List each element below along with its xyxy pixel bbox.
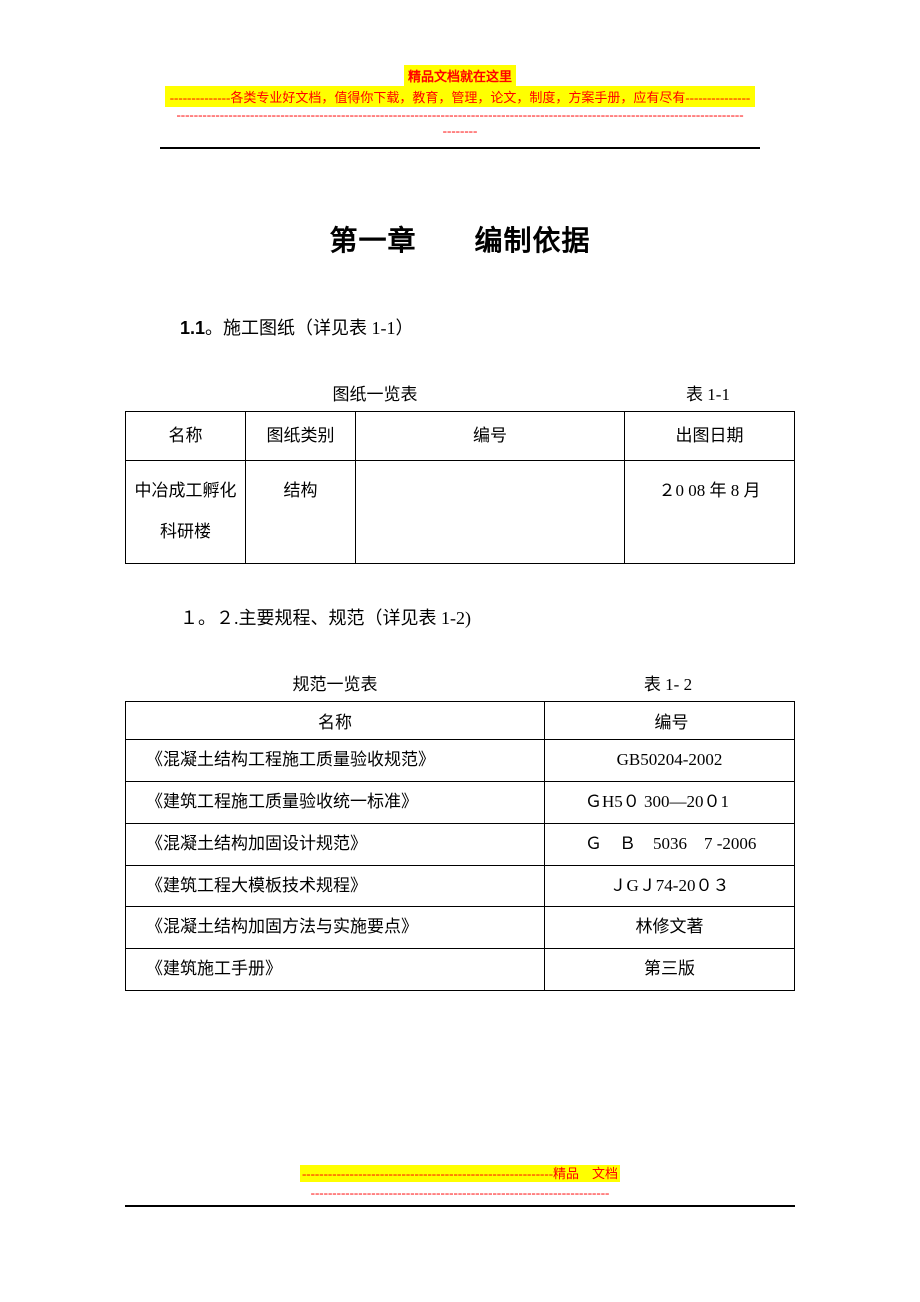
table-row: 《混凝土结构加固方法与实施要点》 林修文著	[126, 907, 795, 949]
footer-highlight: ----------------------------------------…	[300, 1165, 620, 1182]
section-1-number: 1.1	[180, 318, 205, 338]
th-date: 出图日期	[625, 412, 795, 461]
cell-name: 《建筑施工手册》	[126, 949, 545, 991]
page-footer: ----------------------------------------…	[125, 1163, 795, 1207]
table-row: 《建筑施工手册》 第三版	[126, 949, 795, 991]
th-name: 名称	[126, 701, 545, 739]
section-1-text: 。施工图纸（详见表 1-1）	[205, 318, 414, 338]
banner-subtitle: --------------各类专业好文档，值得你下载，教育，管理，论文，制度，…	[165, 86, 755, 107]
cell-name: 《建筑工程大模板技术规程》	[126, 865, 545, 907]
header-rule	[160, 147, 760, 149]
footer-label: 精品 文档	[553, 1166, 618, 1181]
table-header-row: 名称 图纸类别 编号 出图日期	[126, 412, 795, 461]
cell-type: 结构	[246, 461, 356, 564]
drawings-table: 名称 图纸类别 编号 出图日期 中冶成工孵化科研楼 结构 ２0 08 年 8 月	[125, 411, 795, 564]
cell-code: ＧH5０ 300—20０1	[545, 781, 795, 823]
cell-date: ２0 08 年 8 月	[625, 461, 795, 564]
table-2-caption: 规范一览表	[127, 670, 543, 695]
table-2-label: 表 1- 2	[543, 670, 793, 695]
table-header-row: 名称 编号	[126, 701, 795, 739]
th-type: 图纸类别	[246, 412, 356, 461]
footer-rule	[125, 1205, 795, 1207]
footer-dashes: ----------------------------------------…	[302, 1166, 553, 1181]
banner-title: 精品文档就在这里	[404, 65, 516, 86]
section-1-heading: 1.1。施工图纸（详见表 1-1）	[125, 314, 795, 340]
cell-name: 《混凝土结构加固设计规范》	[126, 823, 545, 865]
th-code: 编号	[545, 701, 795, 739]
table-row: 《建筑工程大模板技术规程》 ＪGＪ74-20０３	[126, 865, 795, 907]
footer-line-1: ----------------------------------------…	[300, 1163, 620, 1182]
table-row: 《混凝土结构工程施工质量验收规范》 GB50204-2002	[126, 739, 795, 781]
th-name: 名称	[126, 412, 246, 461]
table-1-caption-row: 图纸一览表 表 1-1	[125, 380, 795, 405]
cell-code: 林修文著	[545, 907, 795, 949]
cell-code: 第三版	[545, 949, 795, 991]
th-number: 编号	[356, 412, 625, 461]
cell-name: 中冶成工孵化科研楼	[126, 461, 246, 564]
cell-code: GB50204-2002	[545, 739, 795, 781]
cell-number	[356, 461, 625, 564]
banner-dashes-2: --------	[125, 123, 795, 139]
table-row: 中冶成工孵化科研楼 结构 ２0 08 年 8 月	[126, 461, 795, 564]
banner-dashes-1: ----------------------------------------…	[125, 107, 795, 123]
cell-name: 《建筑工程施工质量验收统一标准》	[126, 781, 545, 823]
standards-table: 名称 编号 《混凝土结构工程施工质量验收规范》 GB50204-2002 《建筑…	[125, 701, 795, 991]
table-2-caption-row: 规范一览表 表 1- 2	[125, 670, 795, 695]
cell-code: Ｇ Ｂ 5036 7 -2006	[545, 823, 795, 865]
document-page: 精品文档就在这里 --------------各类专业好文档，值得你下载，教育，…	[0, 0, 920, 991]
top-banner: 精品文档就在这里 --------------各类专业好文档，值得你下载，教育，…	[125, 65, 795, 139]
cell-code: ＪGＪ74-20０３	[545, 865, 795, 907]
footer-line-2: ----------------------------------------…	[125, 1185, 795, 1201]
table-1-label: 表 1-1	[623, 380, 793, 405]
cell-name: 《混凝土结构加固方法与实施要点》	[126, 907, 545, 949]
chapter-title: 第一章 编制依据	[125, 219, 795, 259]
section-2-heading: １。２.主要规程、规范（详见表 1-2)	[125, 604, 795, 630]
cell-name: 《混凝土结构工程施工质量验收规范》	[126, 739, 545, 781]
table-1-caption: 图纸一览表	[127, 380, 623, 405]
table-row: 《建筑工程施工质量验收统一标准》 ＧH5０ 300—20０1	[126, 781, 795, 823]
table-row: 《混凝土结构加固设计规范》 Ｇ Ｂ 5036 7 -2006	[126, 823, 795, 865]
